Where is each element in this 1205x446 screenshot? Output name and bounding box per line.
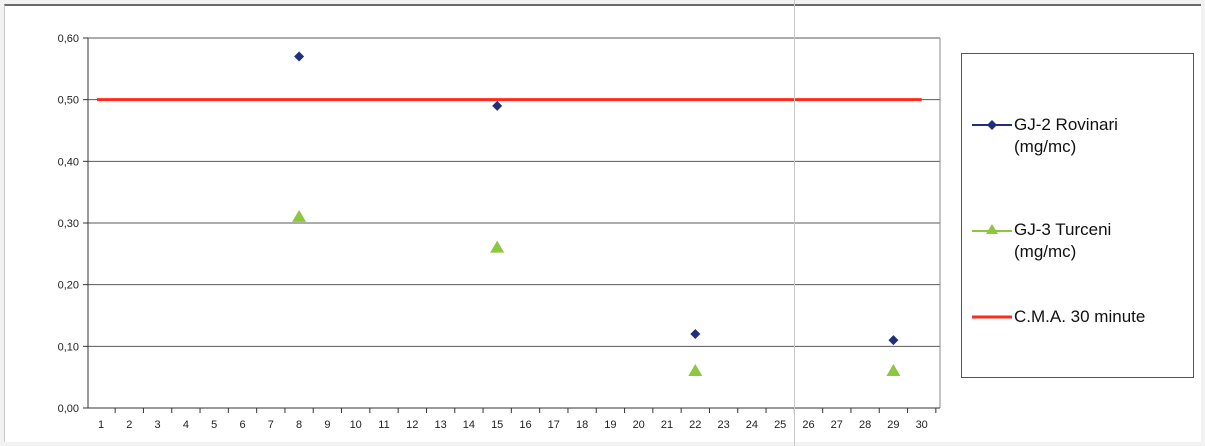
legend-label-gj2: GJ-2 Rovinari (mg/mc) xyxy=(1014,115,1118,156)
x-tick-label-3: 3 xyxy=(155,419,161,431)
gj3-point-8 xyxy=(292,209,307,222)
x-tick-label-26: 26 xyxy=(802,419,814,431)
gj3-point-22 xyxy=(688,364,703,376)
y-tick-label-5: 0,50 xyxy=(58,95,79,107)
y-tick-label-0: 0,00 xyxy=(58,403,79,415)
x-tick-label-20: 20 xyxy=(633,419,645,431)
x-tick-label-18: 18 xyxy=(576,419,588,431)
legend-swatch-cma xyxy=(972,306,1012,326)
y-tick-label-1: 0,10 xyxy=(58,341,79,353)
x-tick-label-21: 21 xyxy=(661,419,673,431)
x-tick-label-9: 9 xyxy=(324,419,330,431)
x-tick-label-14: 14 xyxy=(463,419,475,431)
divider-line xyxy=(794,0,795,446)
x-tick-label-7: 7 xyxy=(268,419,274,431)
legend-label-gj3: GJ-3 Turceni (mg/mc) xyxy=(1014,220,1112,261)
y-tick-label-6: 0,60 xyxy=(58,33,79,45)
gj3-point-29 xyxy=(886,364,901,376)
x-tick-label-25: 25 xyxy=(774,419,786,431)
legend-swatch-gj2 xyxy=(972,114,1012,134)
x-tick-label-27: 27 xyxy=(831,419,843,431)
gj3-point-15 xyxy=(490,240,505,253)
y-tick-label-3: 0,30 xyxy=(58,218,79,230)
series-marks xyxy=(97,51,922,376)
y-tick-label-4: 0,40 xyxy=(58,156,79,168)
x-tick-label-23: 23 xyxy=(717,419,729,431)
legend-label-cma: C.M.A. 30 minute xyxy=(1014,307,1146,326)
x-tick-label-30: 30 xyxy=(916,419,928,431)
grid-lines xyxy=(88,37,941,408)
gj2-point-22 xyxy=(690,329,701,339)
x-tick-label-28: 28 xyxy=(859,419,871,431)
legend: GJ-2 Rovinari (mg/mc) GJ-3 Turceni (mg/m… xyxy=(961,53,1194,378)
legend-item-gj2: GJ-2 Rovinari (mg/mc) xyxy=(972,114,1118,158)
x-tick-label-13: 13 xyxy=(434,419,446,431)
gj2-point-15 xyxy=(492,100,503,111)
x-tick-label-2: 2 xyxy=(126,419,132,431)
axes: 0,000,100,200,300,400,500,601 2 3 4 5 6 7 8 9 10 1… xyxy=(58,33,940,431)
x-tick-label-16: 16 xyxy=(519,419,531,431)
x-tick-label-24: 24 xyxy=(746,419,758,431)
x-tick-label-10: 10 xyxy=(350,419,362,431)
x-tick-label-15: 15 xyxy=(491,419,503,431)
x-tick-label-6: 6 xyxy=(239,419,245,431)
legend-item-cma: C.M.A. 30 minute xyxy=(972,306,1145,328)
x-tick-label-17: 17 xyxy=(548,419,560,431)
x-tick-label-8: 8 xyxy=(296,419,302,431)
gj2-point-8 xyxy=(294,51,305,62)
x-tick-label-4: 4 xyxy=(183,419,189,431)
legend-swatch-gj3 xyxy=(972,219,1012,239)
gj2-point-29 xyxy=(888,335,899,346)
x-tick-label-29: 29 xyxy=(887,419,899,431)
legend-item-gj3: GJ-3 Turceni (mg/mc) xyxy=(972,219,1111,263)
x-tick-label-12: 12 xyxy=(406,419,418,431)
x-tick-label-11: 11 xyxy=(378,419,389,431)
x-tick-label-19: 19 xyxy=(604,419,616,431)
x-tick-label-5: 5 xyxy=(211,419,217,431)
x-tick-label-1: 1 xyxy=(98,419,104,431)
x-tick-label-22: 22 xyxy=(689,419,701,431)
y-tick-label-2: 0,20 xyxy=(58,280,79,292)
